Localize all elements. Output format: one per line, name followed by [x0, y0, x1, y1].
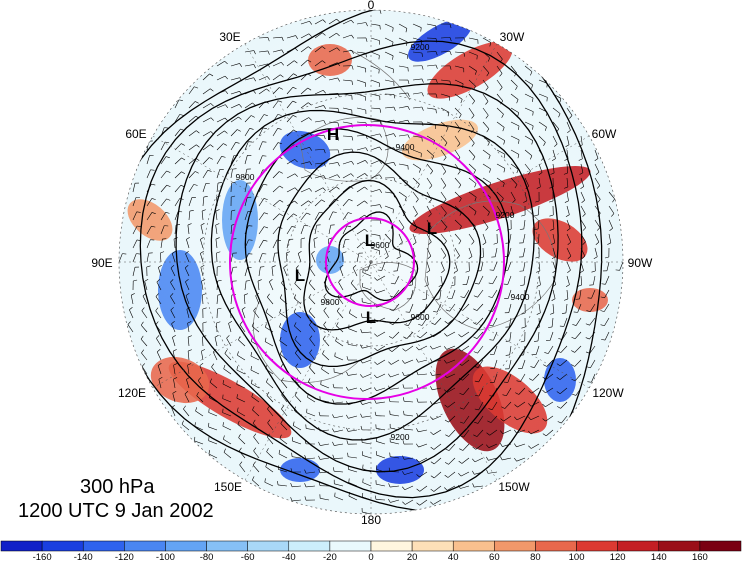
low-pressure-label: L [427, 219, 437, 238]
colorbar-swatch [0, 540, 43, 552]
colorbar-swatch [124, 540, 166, 552]
magenta-reference-circles [229, 124, 505, 400]
colorbar-swatch [288, 540, 331, 552]
colorbar-swatch [206, 540, 248, 552]
colorbar-swatch [535, 540, 577, 552]
longitude-label: 30E [219, 30, 240, 44]
colorbar-tick-label: 160 [692, 552, 708, 561]
colorbar-swatch [370, 540, 413, 552]
contour-label: 9600 [371, 240, 390, 250]
low-pressure-label: L [295, 266, 305, 285]
colorbar-tick-label: -80 [200, 552, 214, 561]
colorbar-tick-label: 60 [489, 552, 500, 561]
longitude-label: 60W [592, 127, 617, 141]
contour-label: 9200 [411, 42, 430, 52]
colorbar-swatch [699, 540, 742, 552]
colorbar-tick-label: -100 [156, 552, 175, 561]
colorbar-tick-label: 20 [407, 552, 418, 561]
contour-label: 9200 [496, 210, 515, 220]
polar-map: 9200 9400 9600 9800 9200 9600 9400 9200 9800 H L L… [91, 0, 653, 527]
longitude-label: 0 [368, 0, 375, 12]
colorbar-tick-label: -20 [323, 552, 337, 561]
title-time: 1200 UTC 9 Jan 2002 [18, 500, 214, 522]
colorbar-swatch [41, 540, 84, 552]
colorbar-tick-label: -140 [74, 552, 93, 561]
contour-label: 9800 [236, 172, 255, 182]
colorbar-swatch [165, 540, 207, 552]
contour-label: 9800 [321, 297, 340, 307]
colorbar-swatch [658, 540, 701, 552]
contour-labels: 9200 9400 9600 9800 9200 9600 9400 9200 9800 [236, 42, 530, 442]
pressure-centers: H L L L L [295, 125, 437, 327]
colorbar-tick-label: -40 [282, 552, 296, 561]
colorbar-tick-label: -120 [115, 552, 134, 561]
contour-label: 9400 [396, 142, 415, 152]
longitude-label: 90E [91, 256, 112, 270]
colorbar-swatch [452, 540, 495, 552]
colorbar-tick-label: 0 [368, 552, 373, 561]
colorbar-tick-label: 120 [610, 552, 626, 561]
longitude-label: 180 [361, 513, 381, 527]
map-disk [119, 10, 623, 514]
longitude-label: 120W [592, 386, 624, 400]
colorbar-swatch [617, 540, 660, 552]
contour-label: 9200 [391, 432, 410, 442]
longitude-label: 90W [628, 256, 653, 270]
colorbar-tick-label: 140 [651, 552, 667, 561]
colorbar-tick-label: 40 [448, 552, 459, 561]
colorbar-tick-label: 80 [530, 552, 541, 561]
colorbar-tick-label: 100 [569, 552, 585, 561]
colorbar: -160 -140 -120 -100 -80 -60 -40 -20 0 20 40 60 80 100… [0, 540, 742, 561]
longitude-labels: 0 30W 60W 90W 120W 150W 180 150E 120E 90E 60E 30E [91, 0, 653, 527]
colorbar-swatch [82, 540, 125, 552]
longitude-label: 60E [125, 127, 146, 141]
longitude-label: 120E [118, 386, 146, 400]
longitude-label: 30W [500, 30, 525, 44]
colorbar-tick-label: -60 [241, 552, 255, 561]
colorbar-swatch [411, 540, 454, 552]
colorbar-swatch [576, 540, 618, 552]
high-pressure-label: H [327, 125, 339, 144]
wind-barbs [119, 10, 623, 514]
colorbar-swatch [329, 540, 372, 552]
contour-label: 9600 [411, 312, 430, 322]
longitude-label: 150E [214, 480, 242, 494]
colorbar-swatch [494, 540, 536, 552]
colorbar-tick-label: -160 [33, 552, 52, 561]
contour-label: 9400 [511, 292, 530, 302]
low-pressure-label: L [366, 308, 376, 327]
longitude-label: 150W [498, 480, 530, 494]
title-level: 300 hPa [80, 476, 155, 498]
low-pressure-label: L [365, 231, 375, 250]
colorbar-swatch [247, 540, 290, 552]
lat-lon-grid [119, 10, 623, 514]
